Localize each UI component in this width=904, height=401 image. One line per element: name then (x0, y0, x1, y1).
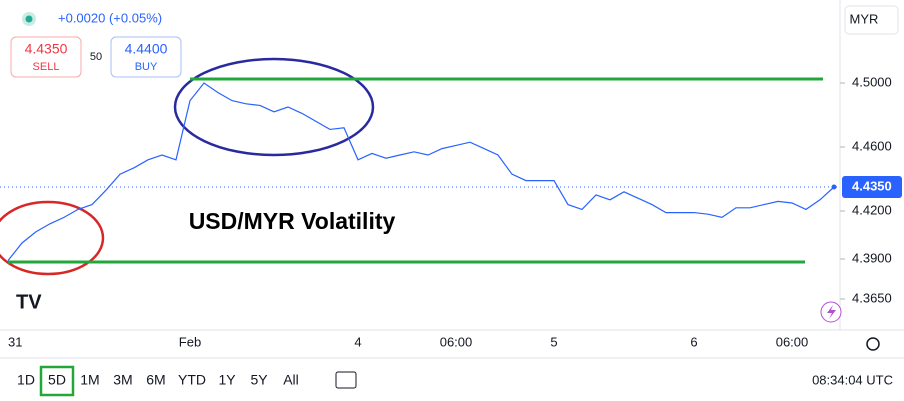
x-tick-label: Feb (179, 334, 201, 349)
x-tick-label: 06:00 (440, 334, 473, 349)
highlight-ellipse (0, 200, 105, 276)
y-tick-label: 4.4600 (852, 138, 892, 153)
last-price-label: 4.4350 (852, 178, 892, 193)
x-tick-label: 06:00 (776, 334, 809, 349)
spread: 50 (90, 51, 102, 63)
period-button[interactable]: 1D (17, 372, 35, 388)
x-tick-label: 31 (8, 334, 22, 349)
x-tick-label: 6 (690, 334, 697, 349)
logo: TV (16, 291, 42, 313)
x-tick-label: 5 (550, 334, 557, 349)
currency-box[interactable] (844, 5, 899, 35)
period-button[interactable]: All (283, 372, 299, 388)
highlight-ellipse (173, 57, 375, 157)
period-button[interactable]: 5Y (250, 372, 268, 388)
y-tick-label: 4.4200 (852, 202, 892, 217)
period-button[interactable]: YTD (178, 372, 206, 388)
y-tick-label: 4.5000 (852, 74, 892, 89)
settings-icon[interactable] (866, 337, 880, 351)
flash-glyph (827, 305, 836, 319)
sell-price: 4.4350 (25, 41, 68, 57)
buy-button[interactable] (110, 36, 182, 78)
y-tick-label: 4.3650 (852, 290, 892, 305)
buy-price: 4.4400 (125, 41, 168, 57)
period-button[interactable]: 1M (80, 372, 99, 388)
sell-label: SELL (33, 61, 60, 73)
price-change: +0.0020 (+0.05%) (58, 10, 162, 25)
selected-period (39, 365, 75, 397)
toolbar: 1D 5D 1M 3M 6M YTD 1Y 5Y All (17, 365, 299, 397)
calendar-icon[interactable] (335, 371, 357, 389)
period-button[interactable]: 5D (48, 372, 66, 388)
status-dot (25, 15, 33, 23)
period-button[interactable]: 6M (146, 372, 165, 388)
buy-label: BUY (135, 61, 158, 73)
period-button[interactable]: 3M (113, 372, 132, 388)
x-tick-label: 4 (354, 334, 361, 349)
y-tick-label: 4.3900 (852, 250, 892, 265)
sell-button[interactable] (10, 36, 82, 78)
currency: MYR (850, 11, 879, 26)
period-button[interactable]: 1Y (218, 372, 236, 388)
last-price-badge (842, 175, 902, 198)
clock: 08:34:04 UTC (812, 372, 893, 387)
annotation: USD/MYR Volatility (189, 208, 396, 234)
last-point (831, 184, 837, 190)
price-line (7, 82, 835, 261)
